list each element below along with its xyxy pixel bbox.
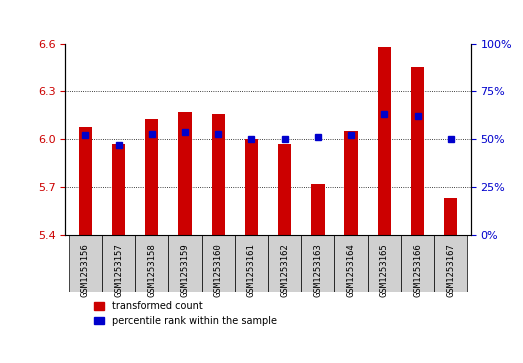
FancyBboxPatch shape	[235, 235, 268, 293]
Text: GSM1253165: GSM1253165	[380, 244, 389, 297]
Bar	[278, 144, 291, 235]
FancyBboxPatch shape	[368, 235, 401, 293]
Text: GSM1253159: GSM1253159	[180, 244, 189, 297]
Text: GSM1253167: GSM1253167	[446, 244, 455, 297]
FancyBboxPatch shape	[268, 235, 301, 293]
FancyBboxPatch shape	[69, 235, 102, 293]
FancyBboxPatch shape	[135, 235, 168, 293]
Bar	[311, 184, 324, 235]
FancyBboxPatch shape	[434, 235, 468, 293]
Bar	[411, 68, 424, 235]
FancyBboxPatch shape	[102, 235, 135, 293]
Bar	[245, 139, 258, 235]
FancyBboxPatch shape	[335, 235, 368, 293]
Text: GSM1253162: GSM1253162	[280, 244, 289, 297]
Bar	[112, 144, 125, 235]
Text: GSM1253157: GSM1253157	[114, 244, 123, 297]
Bar	[378, 47, 391, 235]
Bar	[212, 114, 225, 235]
Legend: transformed count, percentile rank within the sample: transformed count, percentile rank withi…	[90, 297, 281, 330]
Text: GSM1253160: GSM1253160	[214, 244, 223, 297]
Bar	[345, 131, 358, 235]
Text: GSM1253164: GSM1253164	[347, 244, 356, 297]
FancyBboxPatch shape	[201, 235, 235, 293]
Text: GSM1253163: GSM1253163	[313, 244, 322, 297]
Text: GSM1253156: GSM1253156	[81, 244, 90, 297]
FancyBboxPatch shape	[168, 235, 201, 293]
Text: GSM1253166: GSM1253166	[413, 244, 422, 297]
Text: GSM1253161: GSM1253161	[247, 244, 256, 297]
Text: GSM1253158: GSM1253158	[147, 244, 156, 297]
Bar	[444, 198, 458, 235]
Bar	[178, 112, 191, 235]
Bar	[145, 119, 158, 235]
Bar	[78, 127, 92, 235]
FancyBboxPatch shape	[301, 235, 335, 293]
FancyBboxPatch shape	[401, 235, 434, 293]
